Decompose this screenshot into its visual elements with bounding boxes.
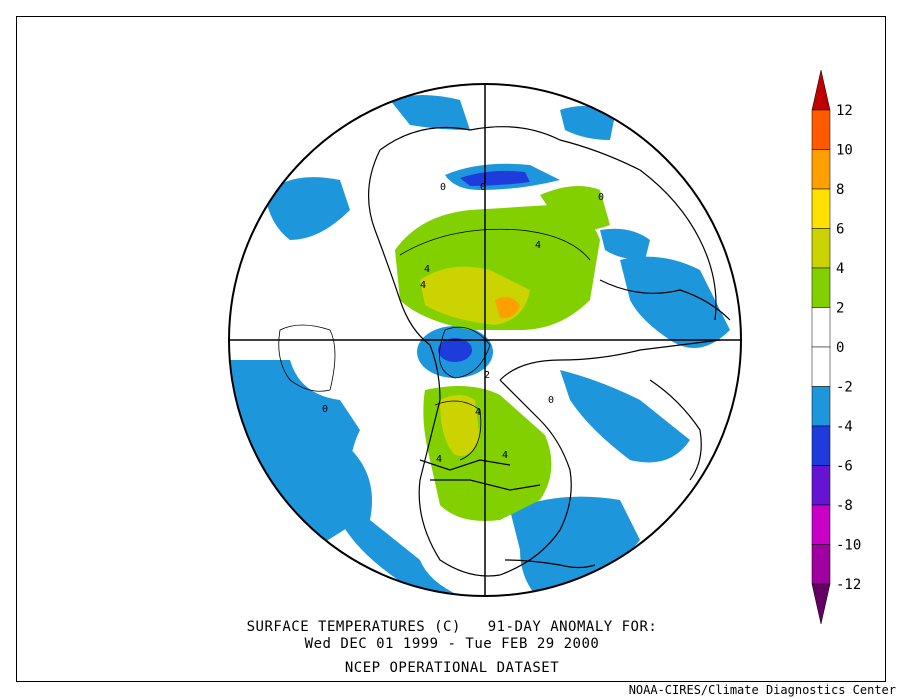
colorbar-tick-label: 10 [836,143,853,159]
colorbar-tick-label: 8 [836,182,844,198]
colorbar-tick-label: -8 [836,498,853,514]
alaska-cold-core [438,338,472,362]
siberia-cold-patch [600,228,650,260]
north-atlantic-cold-patch-2 [560,106,615,140]
colorbar-bin [811,109,831,150]
contour-label: 4 [424,264,430,275]
colorbar-tick-label: 4 [836,261,844,277]
colorbar-bin [811,307,831,348]
contour-label: 0 [440,182,446,193]
west-atlantic-cold-region [510,496,640,596]
contour-lines [278,228,591,461]
contour-label: 4 [420,280,426,291]
plot-frame [16,16,886,682]
colorbar-bin [811,346,831,387]
contour-label: 0 [548,395,554,406]
contour-label: 2 [484,370,490,381]
contour-label-group: 0 0 0 0 4 4 4 4 4 4 2 0 [322,182,604,465]
colorbar-tick-label: 0 [836,340,844,356]
colorbar-bin [811,504,831,545]
contour-label: 4 [475,407,481,418]
contour-label: 0 [598,192,604,203]
scandinavia-warm-region [540,186,610,230]
europe-cold-core [460,170,530,186]
colorbar: 12 10 8 6 4 2 0 -2 -4 -6 -8 -10 -12 [811,69,861,625]
credit-text: NOAA-CIRES/Climate Diagnostics Center [628,683,896,697]
colorbar-bin [811,544,831,585]
contour-label: 0 [480,182,486,193]
anomaly-shading [229,84,741,596]
contour-label: 0 [322,404,328,415]
colorbar-bin [811,583,831,625]
colorbar-tick-label: -10 [836,538,861,554]
coastlines [368,126,731,577]
colorbar-bin [811,188,831,229]
north-atlantic-cold-patch [390,95,470,130]
eurasia-warm-peak [495,296,520,319]
north-america-warm-core [440,395,480,456]
contour-label: 4 [535,240,541,251]
colorbar-bin [811,267,831,308]
colorbar-bin [811,149,831,190]
colorbar-bin [811,465,831,506]
contour-label: 4 [436,454,442,465]
pacific-east-cold-region [560,370,690,463]
colorbar-tick-label: -12 [836,577,861,593]
colorbar-tick-label: -2 [836,380,853,396]
caption-dates: Wed DEC 01 1999 - Tue FEB 29 2000 [304,636,600,652]
colorbar-tick-label: 12 [836,103,853,119]
east-asia-cold-region [620,256,730,348]
colorbar-bin [811,386,831,427]
southeast-pacific-cold-region [340,440,470,596]
caption-dataset: NCEP OPERATIONAL DATASET [344,660,560,676]
caption-title: SURFACE TEMPERATURES (C) 91-DAY ANOMALY … [246,619,658,635]
colorbar-bin [811,228,831,269]
colorbar-bin [811,69,831,111]
colorbar-bin [811,425,831,466]
contour-label: 4 [502,450,508,461]
colorbar-tick-label: -6 [836,459,853,475]
atlantic-cold-region [265,177,350,240]
colorbar-tick-label: -4 [836,419,853,435]
colorbar-tick-label: 6 [836,222,844,238]
colorbar-tick-label: 2 [836,301,844,317]
